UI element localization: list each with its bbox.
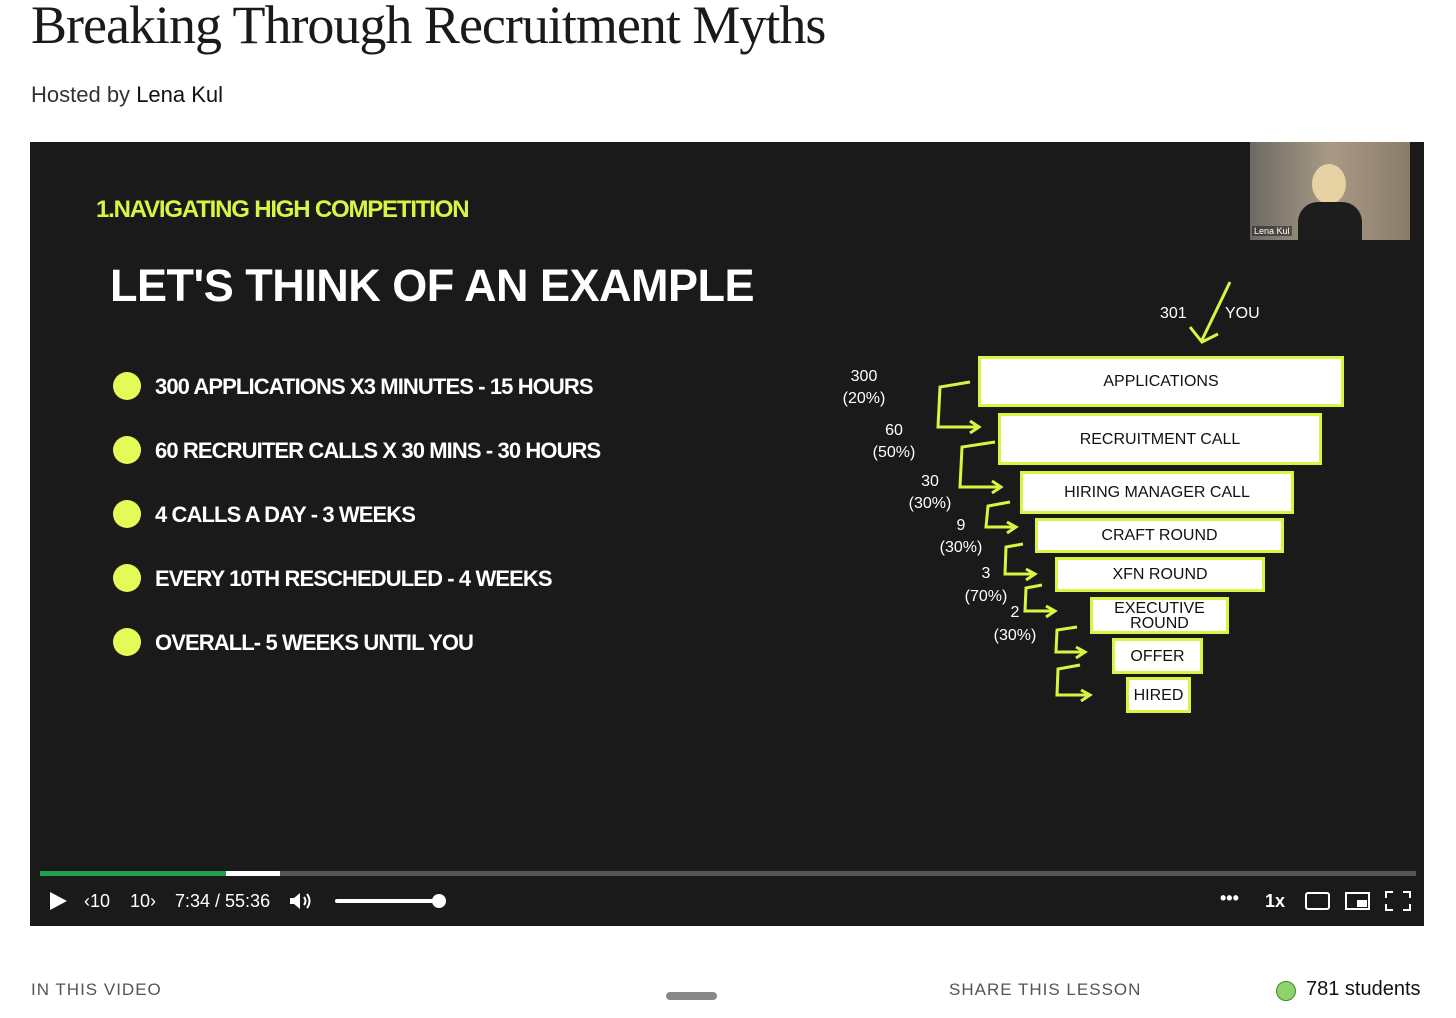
fullscreen-button[interactable]	[1385, 891, 1411, 911]
rewind-button[interactable]: ‹10	[84, 891, 111, 911]
bullet-icon	[113, 372, 141, 400]
share-lesson[interactable]: SHARE THIS LESSON	[949, 980, 1142, 999]
in-this-video[interactable]: IN THIS VIDEO	[31, 980, 162, 999]
volume-button[interactable]	[288, 891, 314, 911]
transition-count: 60	[885, 422, 903, 439]
funnel-arrows	[936, 281, 1232, 703]
transition-rate: (30%)	[993, 627, 1037, 644]
pip-button[interactable]	[1345, 891, 1371, 911]
students-icon	[1276, 981, 1296, 1001]
transition-rate: (30%)	[908, 495, 952, 512]
progress-track[interactable]	[40, 871, 1416, 876]
webcam-name: Lena Kul	[1252, 226, 1292, 236]
lesson-title: Breaking Through Recruitment Myths	[31, 0, 826, 55]
student-count: 781 students	[1306, 978, 1421, 1000]
slide-heading: LET'S THINK OF AN EXAMPLE	[110, 260, 755, 311]
funnel-stage: HIRING MANAGER CALL	[1020, 471, 1294, 514]
play-button[interactable]	[48, 890, 68, 912]
transition-rate: (30%)	[939, 539, 983, 556]
funnel-stage: XFN ROUND	[1055, 557, 1265, 592]
volume-slider[interactable]	[335, 899, 440, 903]
more-button[interactable]: •••	[1220, 888, 1239, 908]
funnel-stage: EXECUTIVE ROUND	[1090, 597, 1229, 634]
bullet: EVERY 10TH RESCHEDULED - 4 WEEKS	[155, 566, 553, 591]
transition-count: 30	[921, 473, 939, 490]
bullet-icon	[113, 628, 141, 656]
funnel-stage: RECRUITMENT CALL	[998, 413, 1322, 465]
video-player[interactable]: 1.NAVIGATING HIGH COMPETITION LET'S THIN…	[30, 142, 1424, 926]
start-label: YOU	[1225, 305, 1260, 322]
transition-rate: (50%)	[872, 444, 916, 461]
slide-section: 1.NAVIGATING HIGH COMPETITION	[96, 196, 470, 223]
presenter-head	[1312, 164, 1346, 204]
progress-watched	[40, 871, 226, 876]
speed-button[interactable]: 1x	[1265, 891, 1286, 911]
transition-rate: (70%)	[964, 588, 1008, 605]
forward-seconds: 10	[130, 891, 151, 911]
transition-count: 9	[956, 517, 966, 534]
hosted-by: Hosted by	[31, 82, 131, 107]
transition-rate: (20%)	[842, 390, 886, 407]
transition-count: 300	[850, 368, 878, 385]
funnel-stage: HIRED	[1126, 677, 1191, 713]
transition-count: 3	[981, 565, 991, 582]
drag-handle[interactable]	[666, 992, 717, 1000]
captions-button[interactable]	[1305, 891, 1331, 911]
progress-current	[226, 871, 280, 876]
forward-button[interactable]: 10›	[130, 891, 157, 911]
bullet: 4 CALLS A DAY - 3 WEEKS	[155, 502, 416, 527]
bullet: 300 APPLICATIONS X3 MINUTES - 15 HOURS	[155, 374, 594, 399]
funnel-stage: CRAFT ROUND	[1035, 518, 1284, 553]
bullet-icon	[113, 500, 141, 528]
transition-count: 2	[1010, 604, 1020, 621]
bullet-icon	[113, 564, 141, 592]
funnel-stage: APPLICATIONS	[978, 356, 1344, 407]
rewind-seconds: 10	[90, 891, 111, 911]
host-line: Hosted by Lena Kul	[31, 82, 223, 108]
presenter-body	[1298, 202, 1362, 240]
webcam: Lena Kul	[1250, 142, 1410, 240]
bullet: OVERALL- 5 WEEKS UNTIL YOU	[155, 630, 474, 655]
bullet: 60 RECRUITER CALLS X 30 MINS - 30 HOURS	[155, 438, 601, 463]
host-name[interactable]: Lena Kul	[136, 82, 224, 107]
start-count: 301	[1160, 305, 1187, 322]
funnel-stage: OFFER	[1112, 638, 1203, 674]
volume-knob[interactable]	[432, 894, 446, 908]
bullet-icon	[113, 436, 141, 464]
time-display: 7:34 / 55:36	[175, 891, 271, 911]
